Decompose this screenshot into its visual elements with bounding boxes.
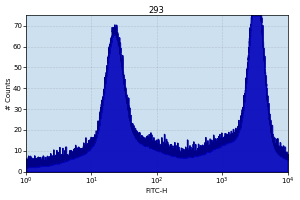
Y-axis label: # Counts: # Counts — [6, 77, 12, 110]
Title: 293: 293 — [149, 6, 165, 15]
X-axis label: FITC-H: FITC-H — [146, 188, 168, 194]
